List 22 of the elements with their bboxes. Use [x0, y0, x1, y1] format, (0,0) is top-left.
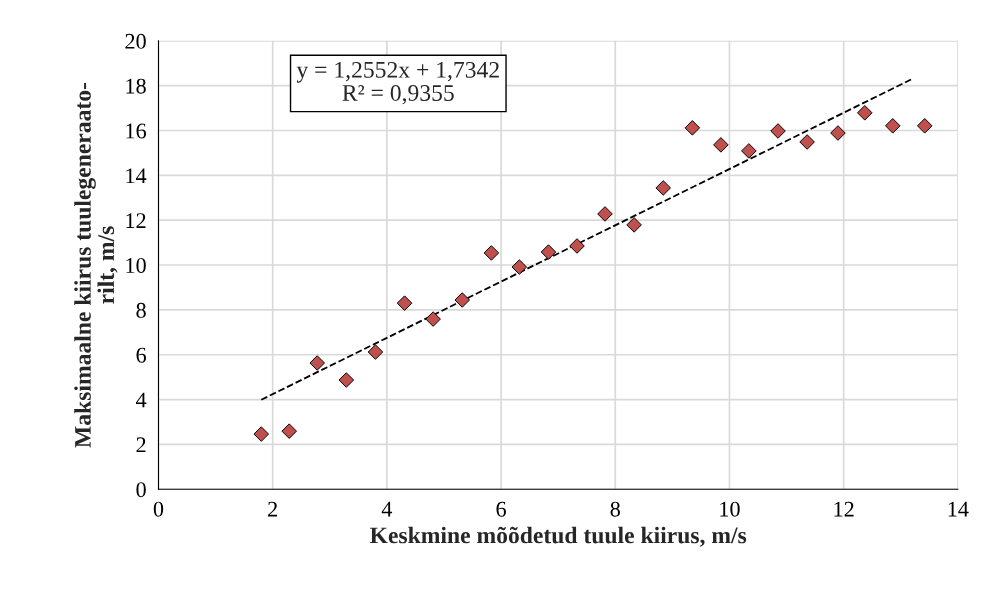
x-tick-label: 10 [720, 501, 740, 517]
y-tick-label: 18 [126, 78, 146, 94]
x-tick-label: 8 [610, 501, 620, 517]
x-tick-label: 4 [381, 501, 393, 517]
y-tick-label: 20 [125, 33, 146, 49]
y-axis-title: Maksimaalne kiirus tuulegeneraato- rilt, m/s [74, 82, 118, 448]
y-tick-label: 10 [126, 257, 146, 273]
y-tick-label: 8 [136, 302, 146, 318]
y-tick-label: 16 [126, 123, 147, 139]
y-tick-label: 4 [135, 392, 147, 408]
x-axis-title: Keskmine mõõdetud tuule kiirus, m/s [369, 526, 747, 547]
y-tick-label: 6 [136, 347, 147, 363]
x-tick-label: 0 [153, 501, 164, 517]
x-tick-label: 14 [948, 501, 969, 517]
y-tick-label: 14 [126, 168, 147, 184]
y-tick-label: 12 [126, 213, 146, 228]
y-tick-label: 0 [136, 482, 146, 498]
annotation: y = 1,2552x + 1,7342 R² = 0,9355 [296, 61, 499, 105]
y-tick-label: 2 [136, 437, 146, 453]
x-tick-label: 2 [268, 501, 277, 517]
x-tick-label: 12 [834, 501, 854, 517]
x-tick-label: 6 [496, 501, 506, 517]
